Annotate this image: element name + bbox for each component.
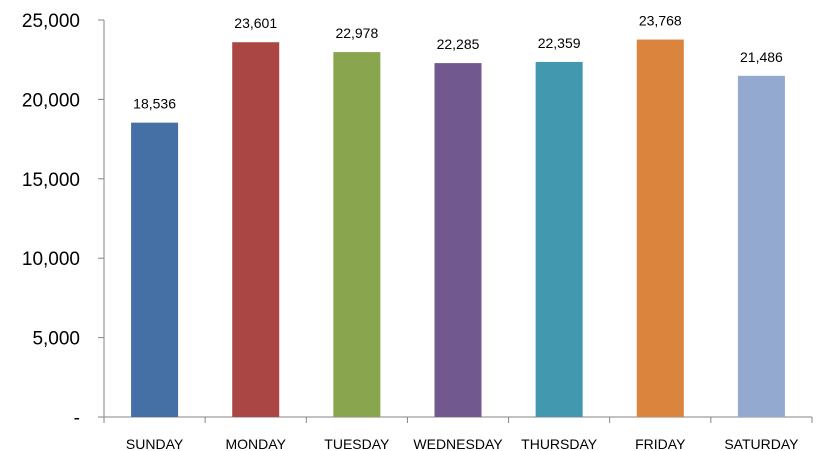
y-axis-ticks: - 5,000 10,000 15,000 20,000 25,000 — [22, 11, 104, 429]
data-label: 23,768 — [639, 13, 682, 29]
x-axis-ticks — [103, 417, 813, 423]
category-label: MONDAY — [226, 436, 287, 451]
data-labels-group: 18,536 23,601 22,978 22,285 22,359 23,768 21,4… — [133, 13, 783, 112]
y-tick-label: 10,000 — [22, 249, 80, 270]
category-label: SATURDAY — [724, 436, 799, 451]
category-label: THURSDAY — [521, 436, 598, 451]
data-label: 22,978 — [335, 25, 378, 41]
bar-tuesday — [333, 52, 381, 417]
category-label: FRIDAY — [635, 436, 686, 451]
y-tick-label: 20,000 — [22, 90, 80, 111]
bar-thursday — [535, 61, 583, 417]
y-tick-label: 15,000 — [22, 170, 80, 191]
bars-group — [131, 39, 785, 418]
category-label: WEDNESDAY — [413, 436, 503, 451]
bar-sunday — [131, 122, 179, 418]
bar-monday — [232, 42, 280, 417]
category-label: SUNDAY — [126, 436, 184, 451]
data-label: 22,359 — [538, 35, 581, 51]
category-label: TUESDAY — [324, 436, 390, 451]
data-label: 21,486 — [740, 49, 783, 65]
y-tick-label: - — [74, 408, 80, 429]
category-labels-group: SUNDAY MONDAY TUESDAY WEDNESDAY THURSDAY FRID… — [126, 436, 799, 451]
data-label: 18,536 — [133, 96, 176, 112]
bar-wednesday — [434, 63, 482, 418]
bar-friday — [636, 39, 684, 418]
data-label: 22,285 — [437, 36, 480, 52]
y-tick-label: 5,000 — [32, 329, 80, 350]
bar-saturday — [737, 75, 785, 418]
y-tick-label: 25,000 — [22, 11, 80, 32]
data-label: 23,601 — [234, 15, 277, 31]
